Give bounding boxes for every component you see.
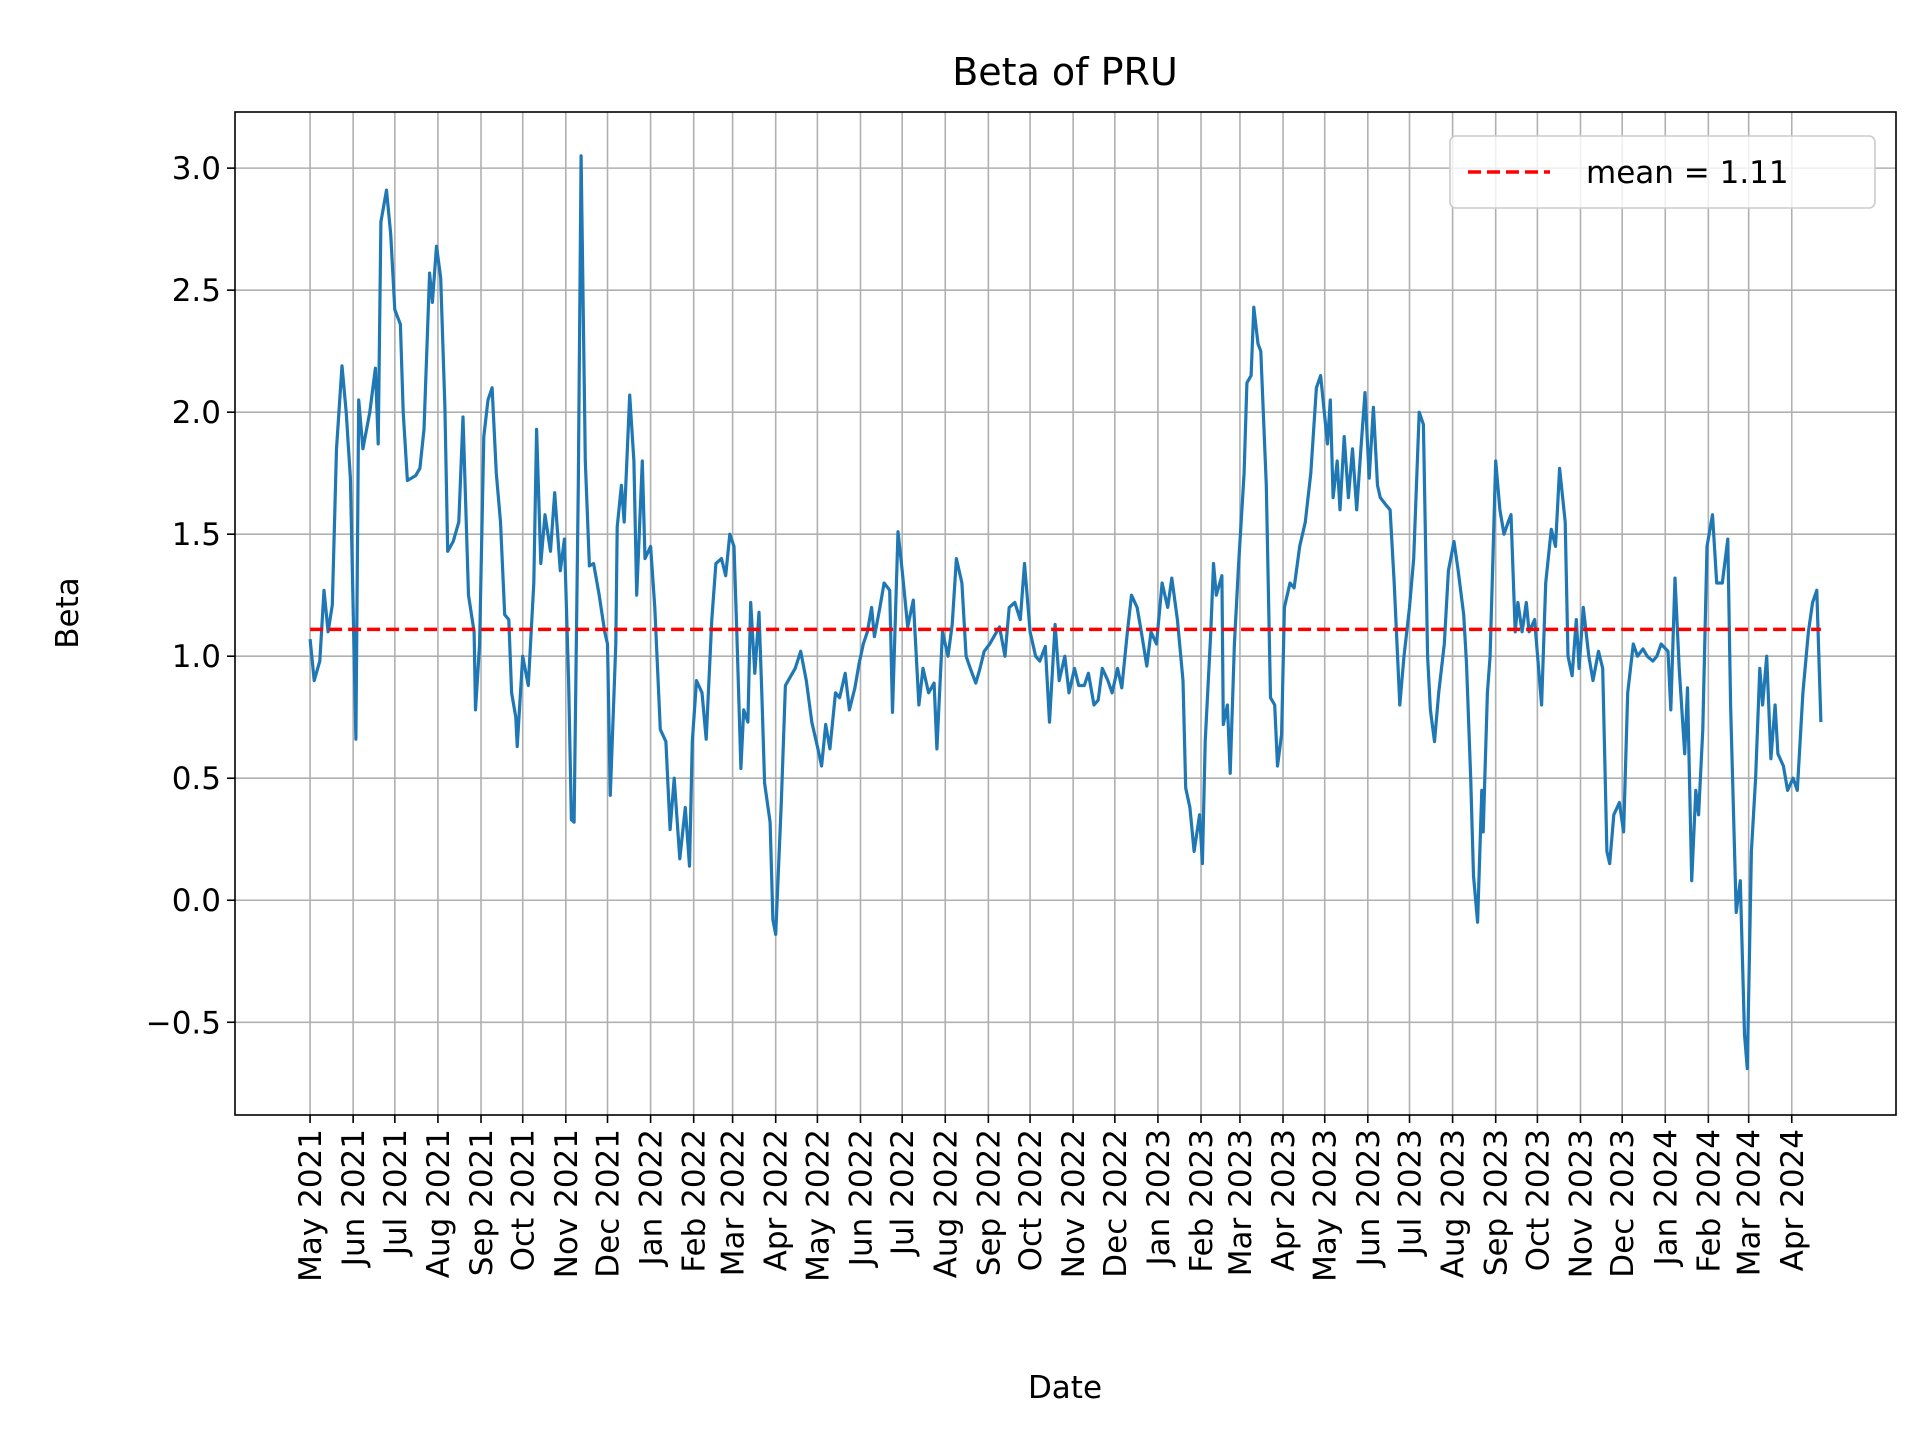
y-axis-label: Beta [50,577,86,649]
x-tick-label: Dec 2021 [591,1129,627,1278]
x-tick-label: May 2021 [293,1129,329,1282]
x-tick-label: Apr 2022 [759,1129,795,1271]
plot-frame [234,111,1897,1116]
x-tick-label: Jan 2023 [1141,1129,1177,1268]
legend-box [1449,135,1876,209]
y-tick-label: 1.0 [172,639,221,675]
y-tick-label: 2.0 [172,395,221,431]
x-tick-label: Mar 2022 [716,1129,752,1276]
y-tick-label: 1.5 [172,517,221,553]
x-tick-label: Jan 2022 [634,1129,670,1268]
y-tick-label: 0.5 [172,761,221,797]
x-tick-label: Oct 2023 [1520,1129,1556,1271]
x-tick-label: Jul 2021 [378,1129,414,1257]
x-tick-label: Jul 2022 [885,1129,921,1257]
x-tick-label: Jun 2023 [1351,1129,1387,1268]
x-tick-label: Nov 2021 [549,1129,585,1278]
x-tick-label: Mar 2023 [1223,1129,1259,1276]
x-tick-label: Apr 2024 [1775,1129,1811,1271]
x-tick-label: Sep 2021 [464,1129,500,1276]
legend: mean = 1.11 [1449,135,1876,209]
x-tick-label: Jun 2022 [843,1129,879,1268]
x-tick-label: May 2022 [800,1129,836,1282]
y-axis: −0.5 0.0 0.5 1.0 1.5 2.0 2.5 3.0 [146,151,235,1041]
x-tick-label: Aug 2022 [928,1129,964,1278]
x-tick-label: Nov 2022 [1056,1129,1092,1278]
x-tick-label: Oct 2022 [1013,1129,1049,1271]
x-tick-label: Aug 2021 [421,1129,457,1278]
x-tick-label: May 2023 [1308,1129,1344,1282]
x-tick-label: Apr 2023 [1266,1129,1302,1271]
beta-line [308,154,1823,1071]
x-tick-label: Jun 2021 [336,1129,372,1268]
x-tick-label: Aug 2023 [1436,1129,1472,1278]
y-tick-label: 0.0 [172,883,221,919]
chart-title: Beta of PRU [952,50,1178,94]
x-tick-label: Feb 2022 [677,1129,713,1273]
x-tick-label: Jul 2023 [1393,1129,1429,1257]
y-tick-label: 2.5 [172,273,221,309]
x-tick-label: Nov 2023 [1563,1129,1599,1278]
x-axis: May 2021 Jun 2021 Jul 2021 Aug 2021 Sep 2021… [293,1115,1811,1282]
x-tick-label: Jan 2024 [1648,1129,1684,1268]
x-tick-label: Oct 2021 [506,1129,542,1271]
x-tick-label: Feb 2024 [1691,1129,1727,1273]
x-tick-label: Feb 2023 [1184,1129,1220,1273]
x-tick-label: Mar 2024 [1732,1129,1768,1276]
x-tick-label: Sep 2022 [971,1129,1007,1276]
x-tick-label: Dec 2023 [1605,1129,1641,1278]
x-tick-label: Dec 2022 [1098,1129,1134,1278]
series-layer [308,154,1823,1071]
x-tick-label: Sep 2023 [1479,1129,1515,1276]
legend-label: mean = 1.11 [1586,155,1789,191]
y-tick-label: 3.0 [172,151,221,187]
y-tick-label: −0.5 [146,1005,221,1041]
x-axis-label: Date [1028,1370,1102,1406]
